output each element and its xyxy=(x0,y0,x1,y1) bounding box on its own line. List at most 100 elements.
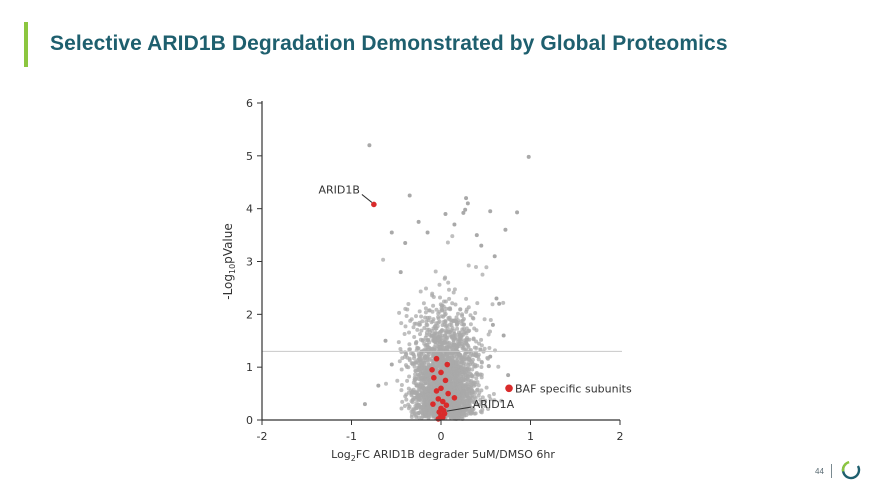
data-point xyxy=(499,398,504,403)
data-point xyxy=(464,382,469,387)
data-point xyxy=(460,313,465,318)
data-point xyxy=(460,344,464,349)
x-axis-label: Log2FC ARID1B degrader 5uM/DMSO 6hr xyxy=(331,448,555,463)
data-point xyxy=(384,381,388,386)
data-point xyxy=(419,391,424,395)
data-point xyxy=(449,345,454,350)
data-point xyxy=(526,154,531,159)
data-point xyxy=(455,339,460,344)
data-point xyxy=(399,388,404,393)
data-point xyxy=(399,367,404,372)
highlight-point xyxy=(429,367,435,373)
data-point xyxy=(440,341,445,346)
data-point xyxy=(409,409,414,414)
x-tick-label: -1 xyxy=(346,430,357,443)
data-point xyxy=(463,341,468,346)
data-point xyxy=(458,307,463,312)
data-point xyxy=(466,367,471,372)
data-point xyxy=(402,354,407,359)
data-point xyxy=(472,411,477,416)
arid1b-label: ARID1B xyxy=(318,183,359,196)
title-accent-bar xyxy=(24,22,28,67)
data-point xyxy=(438,295,442,300)
data-point xyxy=(417,385,422,389)
data-point xyxy=(411,351,415,356)
data-point xyxy=(430,328,434,333)
highlight-point xyxy=(445,390,451,397)
data-point xyxy=(490,302,495,307)
data-point xyxy=(427,411,432,416)
data-point xyxy=(453,413,458,417)
data-point xyxy=(422,326,427,330)
data-point xyxy=(443,333,448,338)
data-point xyxy=(457,341,462,346)
data-point xyxy=(418,366,423,371)
data-point xyxy=(419,314,424,319)
data-point xyxy=(447,306,452,311)
data-point xyxy=(431,303,436,308)
data-point xyxy=(440,381,445,386)
data-point xyxy=(424,330,429,335)
data-point xyxy=(447,340,452,345)
data-point xyxy=(474,265,478,269)
footer-divider xyxy=(831,464,832,478)
data-point xyxy=(433,323,438,328)
data-point xyxy=(452,318,457,323)
data-point xyxy=(438,302,443,307)
data-point xyxy=(407,330,411,335)
data-point xyxy=(417,309,422,314)
data-point xyxy=(381,257,386,262)
page-number: 44 xyxy=(815,467,824,476)
y-tick-label: 5 xyxy=(246,150,253,163)
data-point xyxy=(479,243,484,248)
data-point xyxy=(408,347,412,352)
data-point xyxy=(456,364,461,369)
data-point xyxy=(470,315,475,320)
data-point xyxy=(451,386,456,390)
data-point xyxy=(430,388,435,393)
data-point xyxy=(418,289,423,294)
data-point xyxy=(456,311,460,316)
data-point xyxy=(431,351,436,356)
data-point xyxy=(422,341,427,346)
data-point xyxy=(419,356,424,361)
data-point xyxy=(475,363,480,368)
data-point xyxy=(452,343,457,348)
data-point xyxy=(448,368,453,373)
data-point xyxy=(475,380,480,385)
data-point xyxy=(413,413,418,418)
data-point xyxy=(425,377,430,382)
data-point xyxy=(469,385,474,390)
data-point xyxy=(473,396,478,401)
data-point xyxy=(468,398,473,403)
data-point xyxy=(421,387,426,392)
data-point xyxy=(474,353,479,358)
data-point xyxy=(398,270,403,275)
data-point xyxy=(396,340,401,345)
data-point xyxy=(456,412,461,417)
data-point xyxy=(480,395,485,400)
data-point xyxy=(484,385,489,390)
data-point xyxy=(403,324,408,329)
data-point xyxy=(479,337,484,342)
highlight-point xyxy=(439,398,446,405)
data-point xyxy=(403,241,408,246)
data-point xyxy=(420,319,425,324)
highlight-point xyxy=(371,201,377,208)
data-point xyxy=(452,401,457,406)
data-point xyxy=(424,373,429,378)
highlight-point xyxy=(431,374,437,381)
data-point xyxy=(419,362,424,367)
data-point xyxy=(421,301,426,306)
data-point xyxy=(423,306,428,311)
data-point xyxy=(424,386,429,391)
data-point xyxy=(468,410,473,415)
data-point xyxy=(402,404,407,408)
data-point xyxy=(468,371,473,376)
data-point xyxy=(501,300,506,305)
data-point xyxy=(431,413,436,418)
data-point xyxy=(452,287,457,292)
data-point xyxy=(486,364,491,369)
data-point xyxy=(431,394,436,399)
